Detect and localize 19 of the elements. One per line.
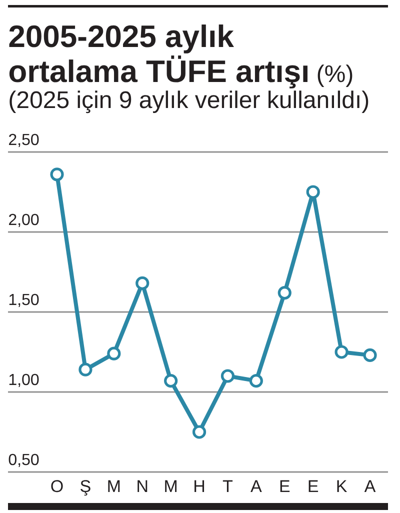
x-tick-label: A (250, 480, 262, 492)
x-tick-label: H (194, 480, 204, 492)
x-tick-label: Ş (80, 480, 90, 496)
y-tick-label: 0,50 (8, 454, 39, 468)
x-tick-label: M (165, 480, 177, 492)
y-tick-label: 1,50 (9, 294, 39, 308)
x-tick-label: T (222, 480, 233, 492)
x-tick-label: K (337, 480, 348, 492)
x-tick-label: E (280, 480, 290, 492)
x-tick-label: M (108, 480, 120, 492)
y-tick-label: 2,00 (9, 214, 39, 228)
x-tick-label: N (138, 480, 148, 492)
chart-title: 2005-2025 aylık ortalama TÜFE artışı (%) (9, 24, 352, 88)
x-tick-label: A (364, 480, 376, 492)
y-tick-label: 1,00 (9, 374, 39, 388)
y-tick-label: 2,50 (9, 134, 39, 148)
chart-subtitle: (2025 için 9 aylık veriler kullanıldı) (10, 90, 368, 114)
x-tick-label: O (51, 480, 63, 492)
x-tick-label: E (308, 480, 318, 492)
